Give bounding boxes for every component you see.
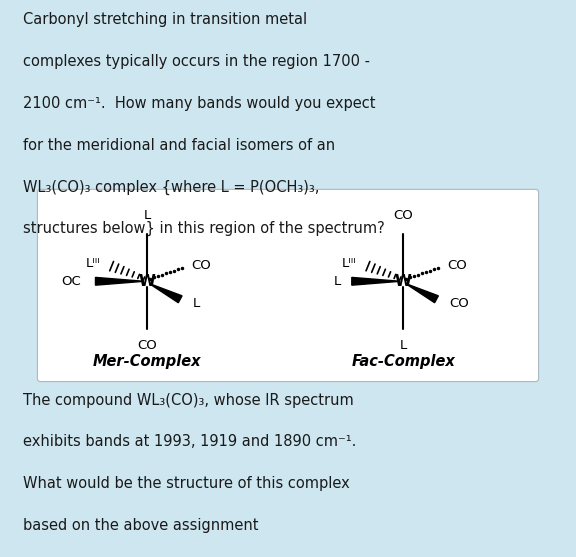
Text: OC: OC <box>61 275 81 288</box>
Text: Mer-Complex: Mer-Complex <box>93 354 201 369</box>
Text: structures below} in this region of the spectrum?: structures below} in this region of the … <box>23 221 385 236</box>
FancyBboxPatch shape <box>37 189 539 382</box>
Text: 2100 cm⁻¹.  How many bands would you expect: 2100 cm⁻¹. How many bands would you expe… <box>23 96 376 111</box>
Text: complexes typically occurs in the region 1700 -: complexes typically occurs in the region… <box>23 54 370 69</box>
Text: Lᴵᴵᴵ: Lᴵᴵᴵ <box>342 257 357 270</box>
Text: CO: CO <box>393 209 413 222</box>
Polygon shape <box>352 277 400 285</box>
Text: Fac-Complex: Fac-Complex <box>351 354 455 369</box>
Polygon shape <box>96 277 144 285</box>
Text: W: W <box>395 274 412 289</box>
Text: for the meridional and facial isomers of an: for the meridional and facial isomers of… <box>23 138 335 153</box>
Text: CO: CO <box>191 259 210 272</box>
Text: The compound WL₃(CO)₃, whose IR spectrum: The compound WL₃(CO)₃, whose IR spectrum <box>23 393 354 408</box>
Text: L: L <box>143 209 150 222</box>
Text: L: L <box>400 339 407 351</box>
Text: Carbonyl stretching in transition metal: Carbonyl stretching in transition metal <box>23 12 307 27</box>
Text: What would be the structure of this complex: What would be the structure of this comp… <box>23 476 350 491</box>
Text: L: L <box>193 297 200 310</box>
Polygon shape <box>149 284 182 302</box>
Text: WL₃(CO)₃ complex {where L = P(OCH₃)₃,: WL₃(CO)₃ complex {where L = P(OCH₃)₃, <box>23 179 320 194</box>
Text: exhibits bands at 1993, 1919 and 1890 cm⁻¹.: exhibits bands at 1993, 1919 and 1890 cm… <box>23 434 357 449</box>
Text: CO: CO <box>447 259 467 272</box>
Text: CO: CO <box>137 339 157 351</box>
Text: CO: CO <box>449 297 469 310</box>
Text: L: L <box>334 275 342 288</box>
Text: W: W <box>138 274 156 289</box>
Text: based on the above assignment: based on the above assignment <box>23 518 259 533</box>
Text: Lᴵᴵᴵ: Lᴵᴵᴵ <box>85 257 100 270</box>
Polygon shape <box>406 284 438 302</box>
